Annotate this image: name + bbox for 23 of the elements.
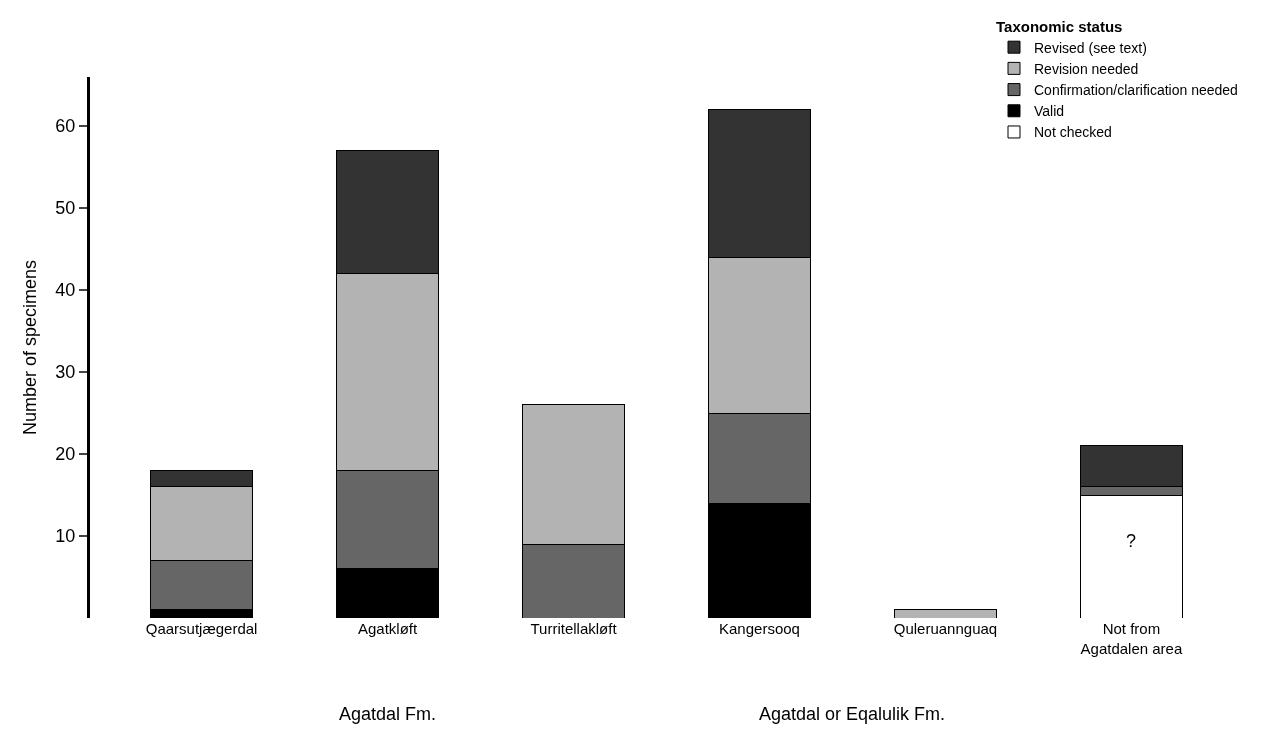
x-tick-label: Turritellakløft (530, 620, 618, 637)
annotation: ? (1126, 531, 1137, 551)
y-tick-label: 40 (55, 280, 76, 301)
legend-label: Confirmation/clarification needed (1034, 82, 1238, 99)
legend-label: Not checked (1034, 124, 1112, 141)
legend-label: Revision needed (1034, 60, 1139, 77)
legend-title: Taxonomic status (996, 17, 1123, 35)
x-tick-label: Kangersooq (719, 620, 800, 637)
x-tick-label: Not from Agatdalen area (1080, 620, 1183, 657)
legend-label: Revised (see text) (1034, 39, 1147, 56)
x-tick-label: Agatkløft (357, 620, 418, 637)
y-tick-label: 50 (55, 198, 76, 219)
y-tick-label: 10 (55, 526, 76, 547)
text: Agatdal Fm. (339, 704, 437, 724)
y-tick-label: 20 (55, 444, 76, 465)
text: Agatdal or Eqalulik Fm. (759, 704, 946, 724)
y-axis-title: Number of specimens (19, 259, 40, 436)
legend-label: Valid (1034, 103, 1065, 120)
x-tick-label: Qaarsutjægerdal (145, 620, 258, 637)
y-tick-label: 60 (55, 116, 76, 137)
x-tick-label: Quleruannguaq (893, 620, 998, 637)
bar (893, 609, 998, 618)
y-tick-label: 30 (55, 362, 76, 383)
